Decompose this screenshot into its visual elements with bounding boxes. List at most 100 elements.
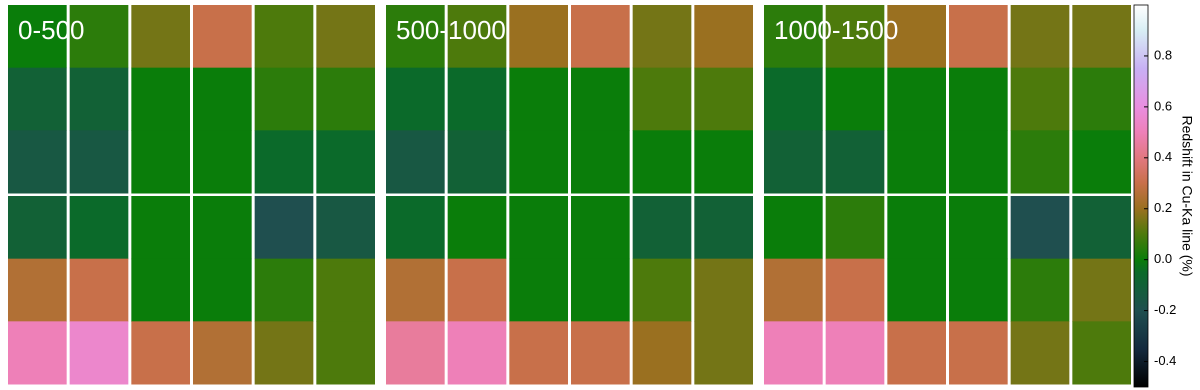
heatmap-cell	[316, 68, 375, 131]
heatmap-cell	[949, 321, 1008, 384]
heatmap-cell	[386, 321, 445, 384]
heatmap-cell	[193, 68, 252, 131]
heatmap-cell	[694, 321, 753, 384]
colorbar	[1134, 5, 1148, 387]
heatmap-cell	[764, 321, 823, 384]
heatmap-cell	[571, 259, 630, 322]
heatmap-cell	[316, 321, 375, 384]
colorbar-tick-label: -0.4	[1154, 353, 1176, 368]
heatmap-cell	[131, 130, 190, 193]
heatmap-cell	[8, 196, 67, 259]
heatmap-cell	[1011, 130, 1070, 193]
heatmap-cell	[8, 321, 67, 384]
heatmap-cell	[509, 321, 568, 384]
panel-label: 1000-1500	[774, 15, 898, 45]
heatmap-cell	[70, 196, 129, 259]
colorbar-tick-label: 0.2	[1154, 200, 1172, 215]
heatmap-cell	[694, 130, 753, 193]
heatmap-cell	[571, 321, 630, 384]
heatmap-cell	[1072, 68, 1131, 131]
heatmap-cell	[386, 196, 445, 259]
heatmap-cell	[386, 259, 445, 322]
panel-label: 500-1000	[396, 15, 506, 45]
heatmap-cell	[1072, 196, 1131, 259]
heatmap-cell	[887, 321, 946, 384]
heatmap-cell	[316, 5, 375, 68]
heatmap-cell	[255, 130, 314, 193]
heatmap-cell	[448, 68, 507, 131]
heatmap-cell	[8, 259, 67, 322]
heatmap-cell	[633, 5, 692, 68]
heatmap-cell	[70, 259, 129, 322]
heatmap-cell	[8, 130, 67, 193]
heatmap-cell	[764, 259, 823, 322]
heatmap-cell	[448, 196, 507, 259]
heatmap-cell	[633, 259, 692, 322]
heatmap-cell	[826, 196, 885, 259]
heatmap-cell	[316, 196, 375, 259]
heatmap-cell	[316, 259, 375, 322]
heatmap-cell	[131, 68, 190, 131]
heatmap-cell	[887, 259, 946, 322]
heatmap-cell	[571, 68, 630, 131]
panel-label: 0-500	[18, 15, 85, 45]
heatmap-cell	[509, 196, 568, 259]
heatmap-cell	[826, 130, 885, 193]
heatmap-cell	[764, 130, 823, 193]
heatmap-cell	[571, 130, 630, 193]
heatmap-cell	[70, 68, 129, 131]
heatmap-cell	[826, 68, 885, 131]
heatmap-cell	[887, 196, 946, 259]
heatmap-cell	[255, 5, 314, 68]
heatmap-cell	[1072, 259, 1131, 322]
heatmap-cell	[633, 321, 692, 384]
colorbar-tick-label: 0.0	[1154, 251, 1172, 266]
heatmap-cell	[949, 259, 1008, 322]
heatmap-cell	[193, 321, 252, 384]
heatmap-cell	[1072, 321, 1131, 384]
heatmap-cell	[1011, 196, 1070, 259]
heatmap-cell	[193, 259, 252, 322]
heatmap-cell	[448, 321, 507, 384]
heatmap-cell	[887, 130, 946, 193]
heatmap-cell	[8, 68, 67, 131]
colorbar-tick-label: 0.8	[1154, 47, 1172, 62]
heatmap-cell	[70, 321, 129, 384]
heatmap-cell	[764, 196, 823, 259]
colorbar-label: Redshift in Cu-Ka line (%)	[1179, 115, 1195, 276]
heatmap-cell	[949, 5, 1008, 68]
heatmap-cell	[255, 259, 314, 322]
heatmap-cell	[131, 259, 190, 322]
colorbar-tick-label: 0.6	[1154, 98, 1172, 113]
heatmap-cell	[764, 68, 823, 131]
heatmap-cell	[949, 68, 1008, 131]
heatmap-cell	[571, 196, 630, 259]
heatmap-cell	[1011, 68, 1070, 131]
heatmap-cell	[509, 5, 568, 68]
heatmap-cell	[826, 321, 885, 384]
heatmap-cell	[694, 196, 753, 259]
heatmap-cell	[949, 196, 1008, 259]
colorbar-tick-label: 0.4	[1154, 149, 1172, 164]
heatmap-cell	[694, 259, 753, 322]
heatmap-cell	[633, 130, 692, 193]
heatmap-cell	[887, 68, 946, 131]
heatmap-cell	[131, 196, 190, 259]
heatmap-cell	[255, 68, 314, 131]
heatmap-cell	[633, 68, 692, 131]
heatmap-cell	[255, 321, 314, 384]
heatmap-cell	[131, 321, 190, 384]
heatmap-cell	[509, 130, 568, 193]
heatmap-cell	[1072, 130, 1131, 193]
heatmap-cell	[509, 259, 568, 322]
heatmap-cell	[694, 5, 753, 68]
heatmap-cell	[386, 68, 445, 131]
heatmap-cell	[571, 5, 630, 68]
heatmap-cell	[949, 130, 1008, 193]
heatmap-cell	[316, 130, 375, 193]
heatmap-cell	[1072, 5, 1131, 68]
colorbar-tick-label: -0.2	[1154, 302, 1176, 317]
heatmap-cell	[633, 196, 692, 259]
heatmap-cell	[131, 5, 190, 68]
